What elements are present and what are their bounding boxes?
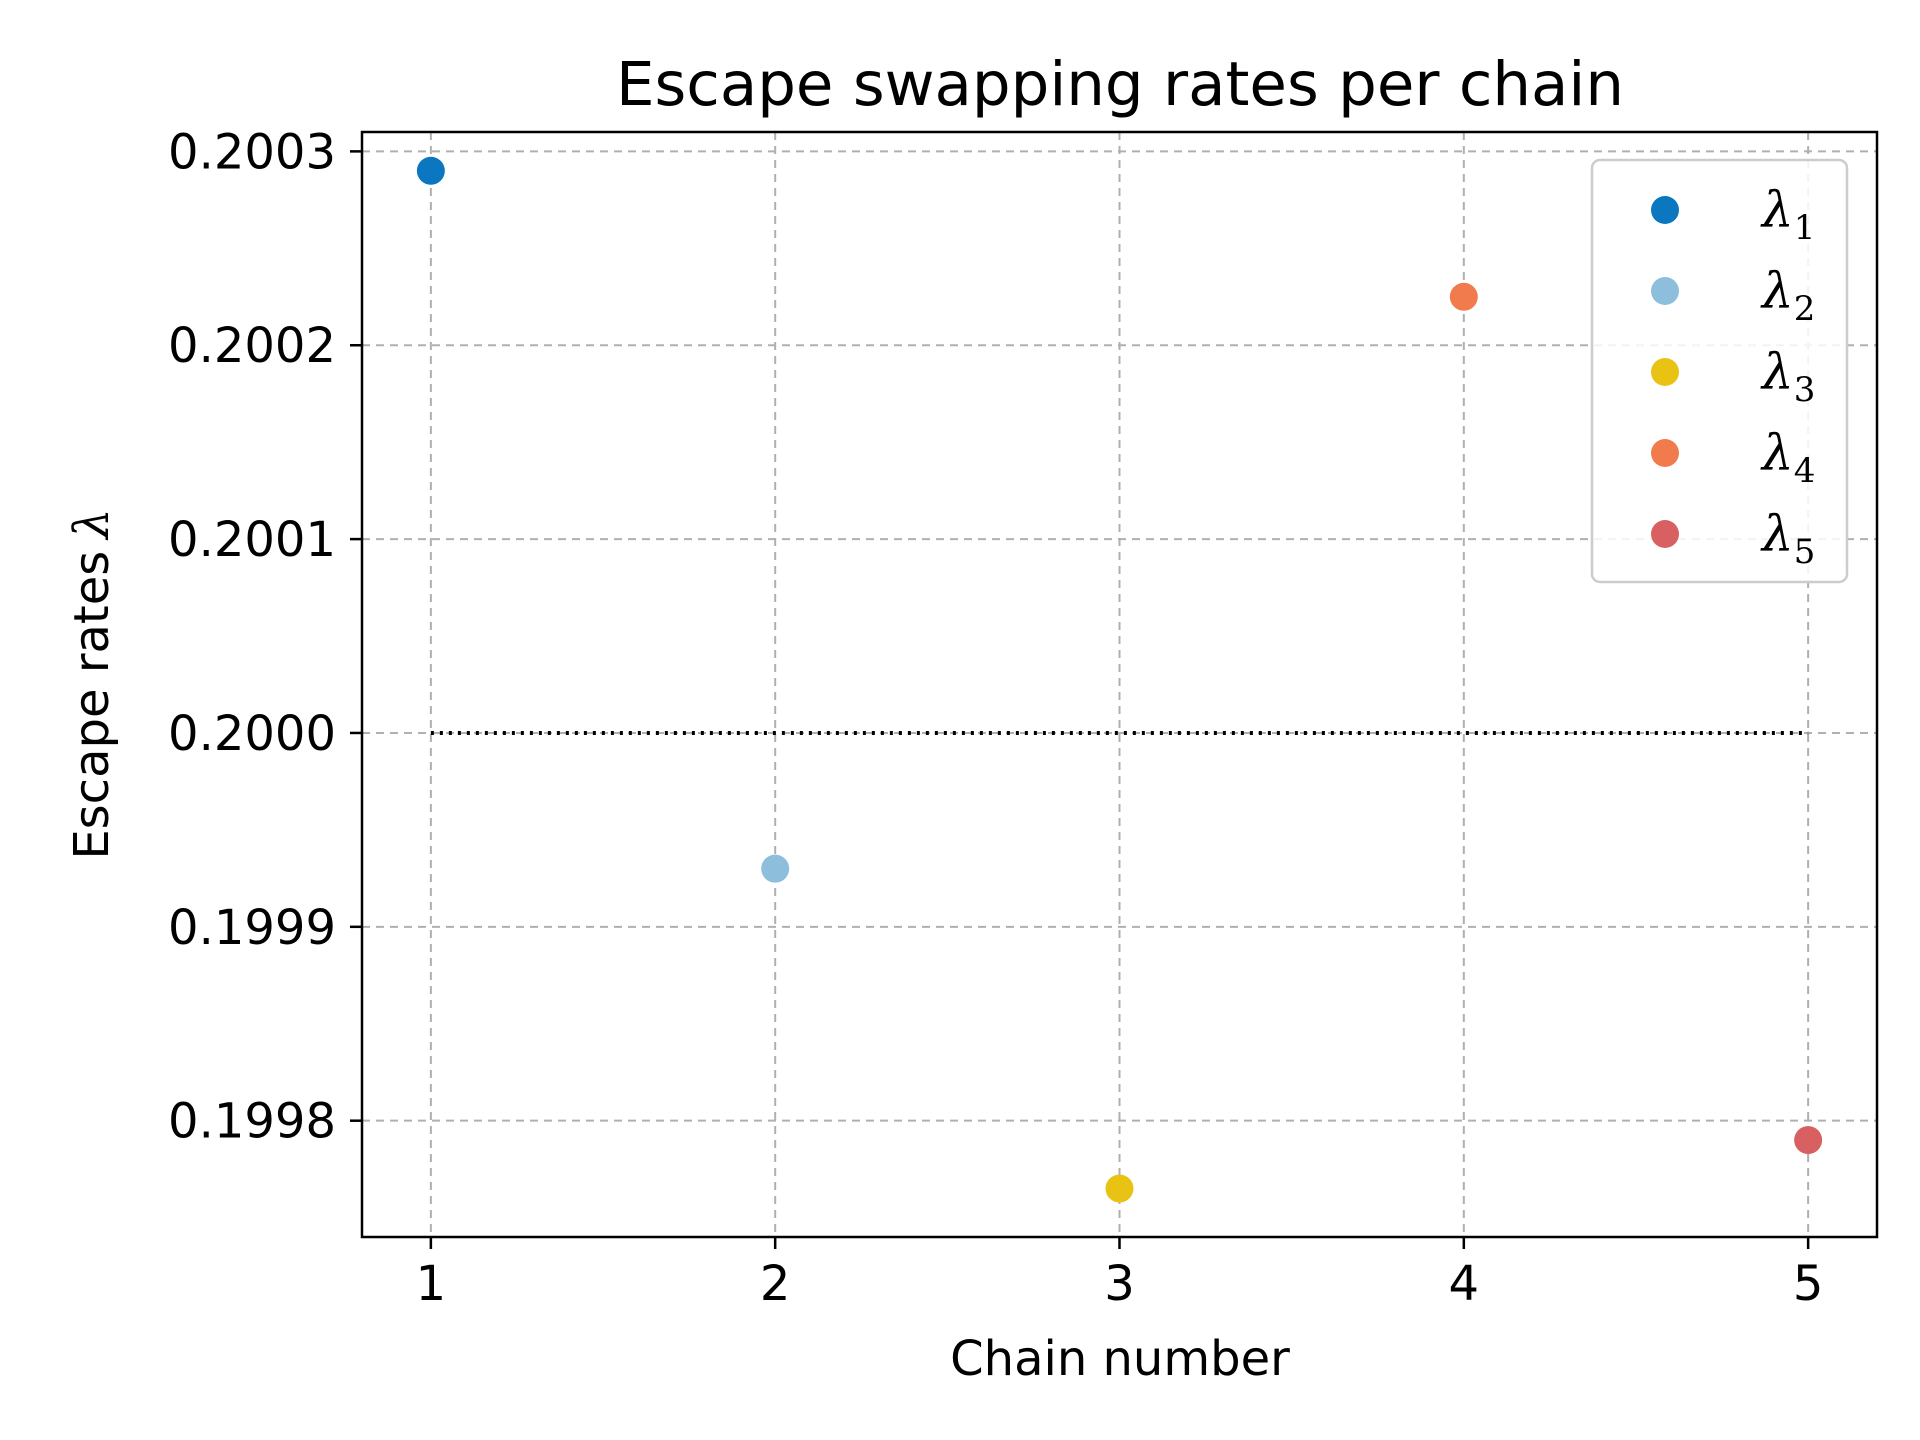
y-tick-label: 0.2000 — [168, 706, 336, 762]
legend-marker-lambda-2 — [1651, 277, 1679, 305]
legend-label-subscript: 1 — [1794, 208, 1816, 248]
x-tick-label: 4 — [1449, 1256, 1480, 1312]
legend-label-subscript: 4 — [1794, 451, 1816, 491]
x-tick-label: 1 — [416, 1256, 447, 1312]
x-axis-ticks: 1 2 3 4 5 — [416, 1237, 1824, 1312]
legend-label-lambda-2: λ2 — [1760, 262, 1815, 329]
chart-title: Escape swapping rates per chain — [616, 49, 1624, 120]
y-tick-label: 0.2001 — [168, 512, 336, 568]
legend-label-lambda-1: λ1 — [1760, 181, 1815, 248]
legend-marker-lambda-4 — [1651, 439, 1679, 467]
legend-label-subscript: 5 — [1794, 532, 1816, 572]
y-tick-label: 0.1998 — [168, 1094, 336, 1150]
y-axis-ticks: 0.1998 0.1999 0.2000 0.2001 0.2002 0.2003 — [168, 124, 362, 1150]
legend-label-lambda-3: λ3 — [1760, 343, 1815, 410]
data-point-lambda-3 — [1105, 1174, 1134, 1203]
legend-label-subscript: 2 — [1794, 289, 1816, 329]
y-axis-label: Escape rates λ — [64, 508, 120, 859]
x-tick-label: 5 — [1793, 1256, 1824, 1312]
data-point-lambda-2 — [761, 854, 790, 883]
data-points-layer — [416, 156, 1823, 1203]
legend-marker-lambda-3 — [1651, 358, 1679, 386]
legend-marker-lambda-1 — [1651, 196, 1679, 224]
y-axis-label-symbol: λ — [64, 508, 120, 540]
data-point-lambda-1 — [416, 156, 445, 185]
legend-label-subscript: 3 — [1794, 370, 1816, 410]
data-point-lambda-4 — [1449, 282, 1478, 311]
legend-label-symbol: λ — [1760, 262, 1794, 320]
y-tick-label: 0.2002 — [168, 318, 336, 374]
x-axis-label: Chain number — [950, 1331, 1290, 1387]
y-tick-label: 0.2003 — [168, 124, 336, 180]
y-tick-label: 0.1999 — [168, 900, 336, 956]
x-tick-label: 2 — [760, 1256, 791, 1312]
legend-label-symbol: λ — [1760, 505, 1794, 563]
data-point-lambda-5 — [1794, 1126, 1823, 1155]
legend-label-lambda-4: λ4 — [1760, 424, 1815, 491]
legend-label-symbol: λ — [1760, 181, 1794, 239]
x-tick-label: 3 — [1104, 1256, 1135, 1312]
legend-label-lambda-5: λ5 — [1760, 505, 1815, 572]
y-axis-label-text: Escape rates — [64, 551, 120, 860]
legend-label-symbol: λ — [1760, 343, 1794, 401]
legend-label-symbol: λ — [1760, 424, 1794, 482]
legend-box — [1590, 158, 1849, 584]
legend-marker-lambda-5 — [1651, 520, 1679, 548]
